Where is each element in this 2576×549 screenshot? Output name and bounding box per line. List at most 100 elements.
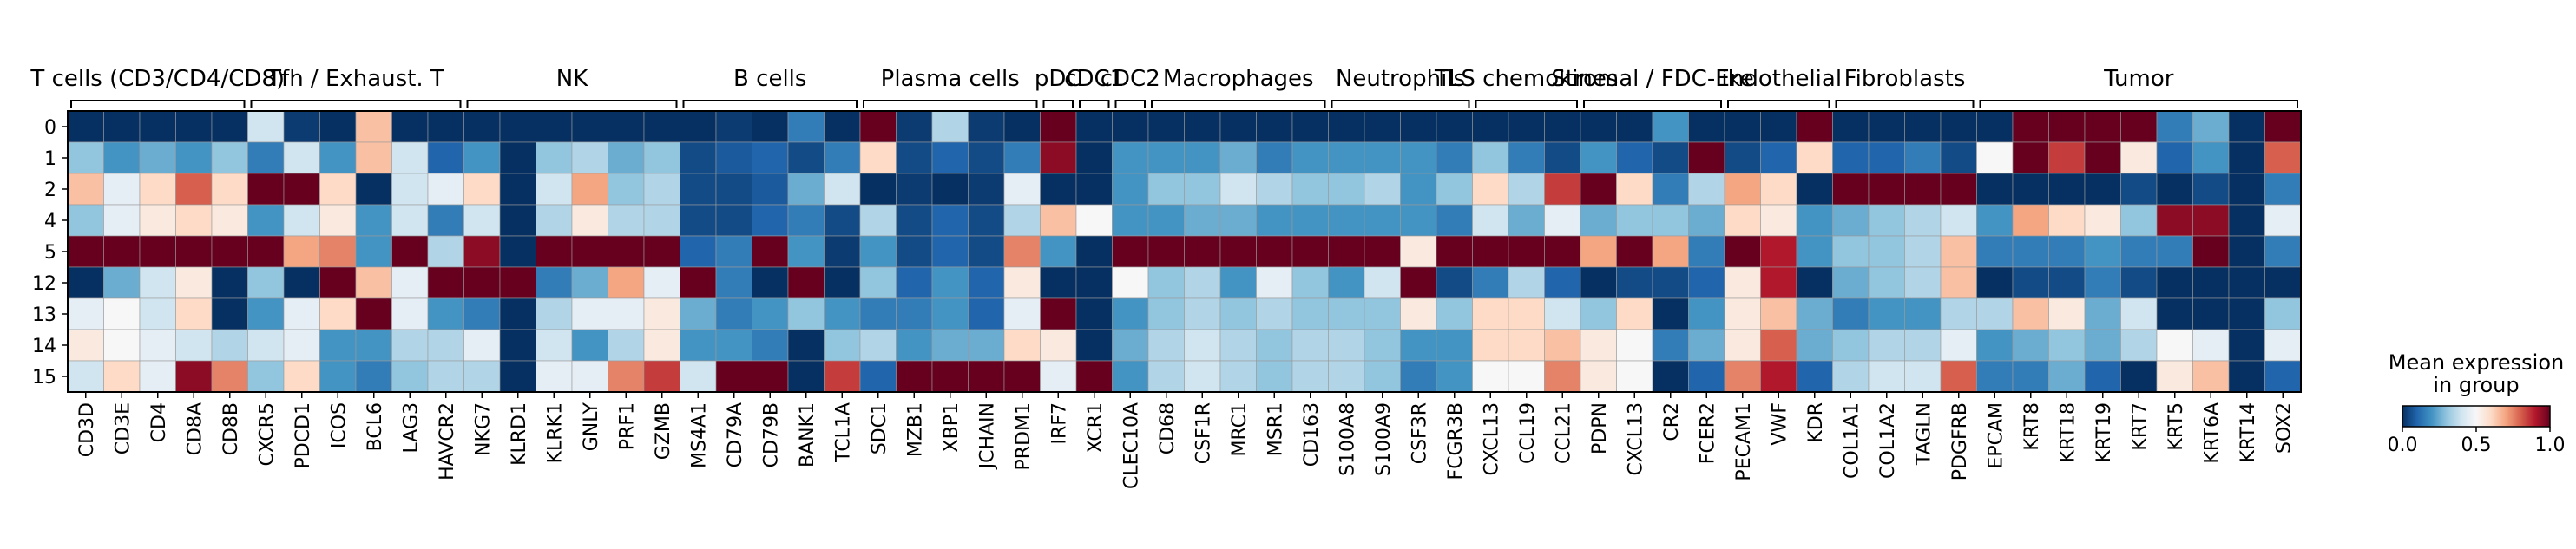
- heatmap-cell: [1760, 141, 1797, 174]
- heatmap-cell: [1580, 329, 1617, 362]
- heatmap-cell: [1976, 110, 2014, 143]
- heatmap-cell: [2264, 204, 2302, 237]
- heatmap-cell: [1976, 266, 2014, 299]
- heatmap-cell: [571, 329, 608, 362]
- heatmap-cell: [1904, 110, 1942, 143]
- heatmap-cell: [715, 204, 752, 237]
- heatmap-cell: [1904, 173, 1942, 206]
- heatmap-cell: [787, 297, 825, 330]
- column-label: KRT6A: [2201, 402, 2223, 464]
- heatmap-cell: [608, 329, 645, 362]
- colorbar-title: in group: [2433, 373, 2519, 397]
- column-label: KRT19: [2093, 402, 2115, 463]
- heatmap-cell: [427, 110, 464, 143]
- heatmap-cell: [355, 173, 392, 206]
- heatmap-cell: [1472, 235, 1509, 268]
- heatmap-cell: [1544, 360, 1581, 393]
- heatmap-cell: [1940, 173, 1977, 206]
- heatmap-cell: [1040, 110, 1077, 143]
- heatmap-cell: [1075, 173, 1113, 206]
- heatmap-cell: [1003, 173, 1041, 206]
- row-label: 2: [44, 180, 56, 201]
- heatmap-cell: [1796, 235, 1833, 268]
- heatmap-cell: [824, 266, 861, 299]
- heatmap-cell: [2048, 297, 2086, 330]
- heatmap-cell: [1184, 329, 1221, 362]
- heatmap-cell: [859, 204, 897, 237]
- heatmap-cell: [391, 297, 429, 330]
- heatmap-cell: [1544, 173, 1581, 206]
- heatmap-cell: [824, 297, 861, 330]
- heatmap-cell: [1112, 141, 1149, 174]
- heatmap-cell: [1147, 266, 1185, 299]
- heatmap-cell: [1688, 173, 1725, 206]
- heatmap-cell: [896, 204, 933, 237]
- heatmap-cell: [319, 329, 357, 362]
- heatmap-cell: [1184, 297, 1221, 330]
- heatmap-cell: [1436, 329, 1473, 362]
- heatmap-cell: [859, 297, 897, 330]
- heatmap-cell: [2012, 141, 2049, 174]
- heatmap-cell: [968, 235, 1005, 268]
- heatmap-cell: [1472, 329, 1509, 362]
- heatmap-cell: [1075, 204, 1113, 237]
- heatmap-cell: [1760, 297, 1797, 330]
- heatmap-cell: [1219, 360, 1257, 393]
- column-label: MZB1: [904, 402, 926, 457]
- group-label: Plasma cells: [881, 66, 1020, 92]
- heatmap-cell: [1616, 360, 1653, 393]
- heatmap-cell: [2156, 235, 2193, 268]
- heatmap-cell: [499, 360, 536, 393]
- group-bracket: [70, 100, 246, 108]
- heatmap-cell: [67, 329, 104, 362]
- heatmap-cell: [1219, 110, 1257, 143]
- column-label: KRT5: [2165, 402, 2187, 451]
- row-label: 12: [32, 273, 56, 295]
- heatmap-cell: [1400, 110, 1437, 143]
- heatmap-cell: [1256, 329, 1293, 362]
- heatmap-cell: [1724, 204, 1761, 237]
- heatmap-cell: [1040, 235, 1077, 268]
- heatmap-cell: [2084, 266, 2121, 299]
- heatmap-cell: [391, 204, 429, 237]
- heatmap-cell: [427, 329, 464, 362]
- heatmap-cell: [319, 266, 357, 299]
- heatmap-cell: [1868, 297, 1905, 330]
- heatmap-cell: [1652, 141, 1689, 174]
- heatmap-cell: [2264, 297, 2302, 330]
- heatmap-cell: [67, 235, 104, 268]
- heatmap-cell: [1040, 141, 1077, 174]
- heatmap-cell: [1760, 173, 1797, 206]
- heatmap-cell: [2192, 204, 2230, 237]
- heatmap-cell: [1832, 329, 1870, 362]
- heatmap-cell: [1868, 204, 1905, 237]
- heatmap-cell: [1400, 235, 1437, 268]
- heatmap-cell: [931, 110, 969, 143]
- heatmap-cell: [1112, 329, 1149, 362]
- heatmap-cell: [643, 110, 680, 143]
- heatmap-cell: [1256, 173, 1293, 206]
- heatmap-cell: [1940, 329, 1977, 362]
- heatmap-cell: [2228, 329, 2265, 362]
- heatmap-cell: [283, 141, 320, 174]
- heatmap-cell: [1003, 204, 1041, 237]
- heatmap-cell: [896, 297, 933, 330]
- heatmap-cell: [715, 235, 752, 268]
- column-label: GZMB: [653, 402, 674, 460]
- heatmap-cell: [1544, 329, 1581, 362]
- heatmap-cell: [2048, 266, 2086, 299]
- heatmap-cell: [1003, 266, 1041, 299]
- heatmap-cell: [427, 235, 464, 268]
- heatmap-cell: [896, 141, 933, 174]
- heatmap-cell: [643, 360, 680, 393]
- heatmap-cell: [1219, 235, 1257, 268]
- heatmap-cell: [931, 235, 969, 268]
- heatmap-cell: [1508, 329, 1545, 362]
- heatmap-cell: [211, 329, 248, 362]
- heatmap-cell: [1976, 360, 2014, 393]
- heatmap-cell: [463, 204, 501, 237]
- heatmap-cell: [752, 235, 789, 268]
- group-bracket: [1079, 100, 1110, 108]
- heatmap-cell: [1688, 360, 1725, 393]
- heatmap-cell: [968, 141, 1005, 174]
